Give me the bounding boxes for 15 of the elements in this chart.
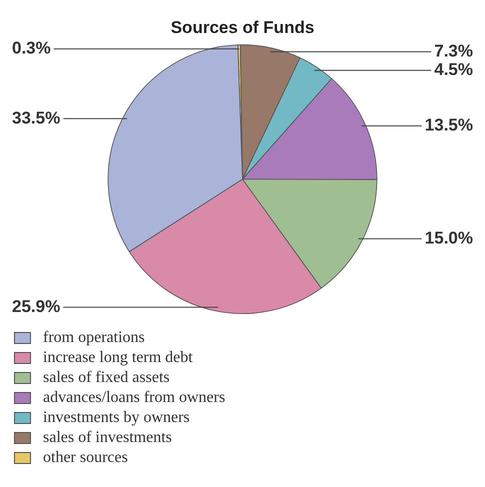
legend-label: investments by owners	[43, 409, 190, 427]
legend-label: sales of fixed assets	[43, 369, 170, 387]
chart-title: Sources of Funds	[170, 18, 314, 37]
data-label: 4.5%	[434, 60, 473, 80]
data-label: 7.3%	[434, 41, 473, 60]
data-label: 15.0%	[424, 228, 473, 248]
legend-label: sales of investments	[43, 429, 172, 447]
legend-label: increase long term debt	[43, 349, 193, 367]
data-label: 33.5%	[12, 108, 60, 128]
data-label: 13.5%	[424, 116, 473, 135]
legend-label: advances/loans from owners	[43, 389, 226, 407]
data-label: 25.9%	[12, 296, 60, 316]
data-label: 0.3%	[12, 38, 51, 58]
legend-label: from operations	[43, 329, 145, 347]
legend-label: other sources	[43, 449, 128, 467]
